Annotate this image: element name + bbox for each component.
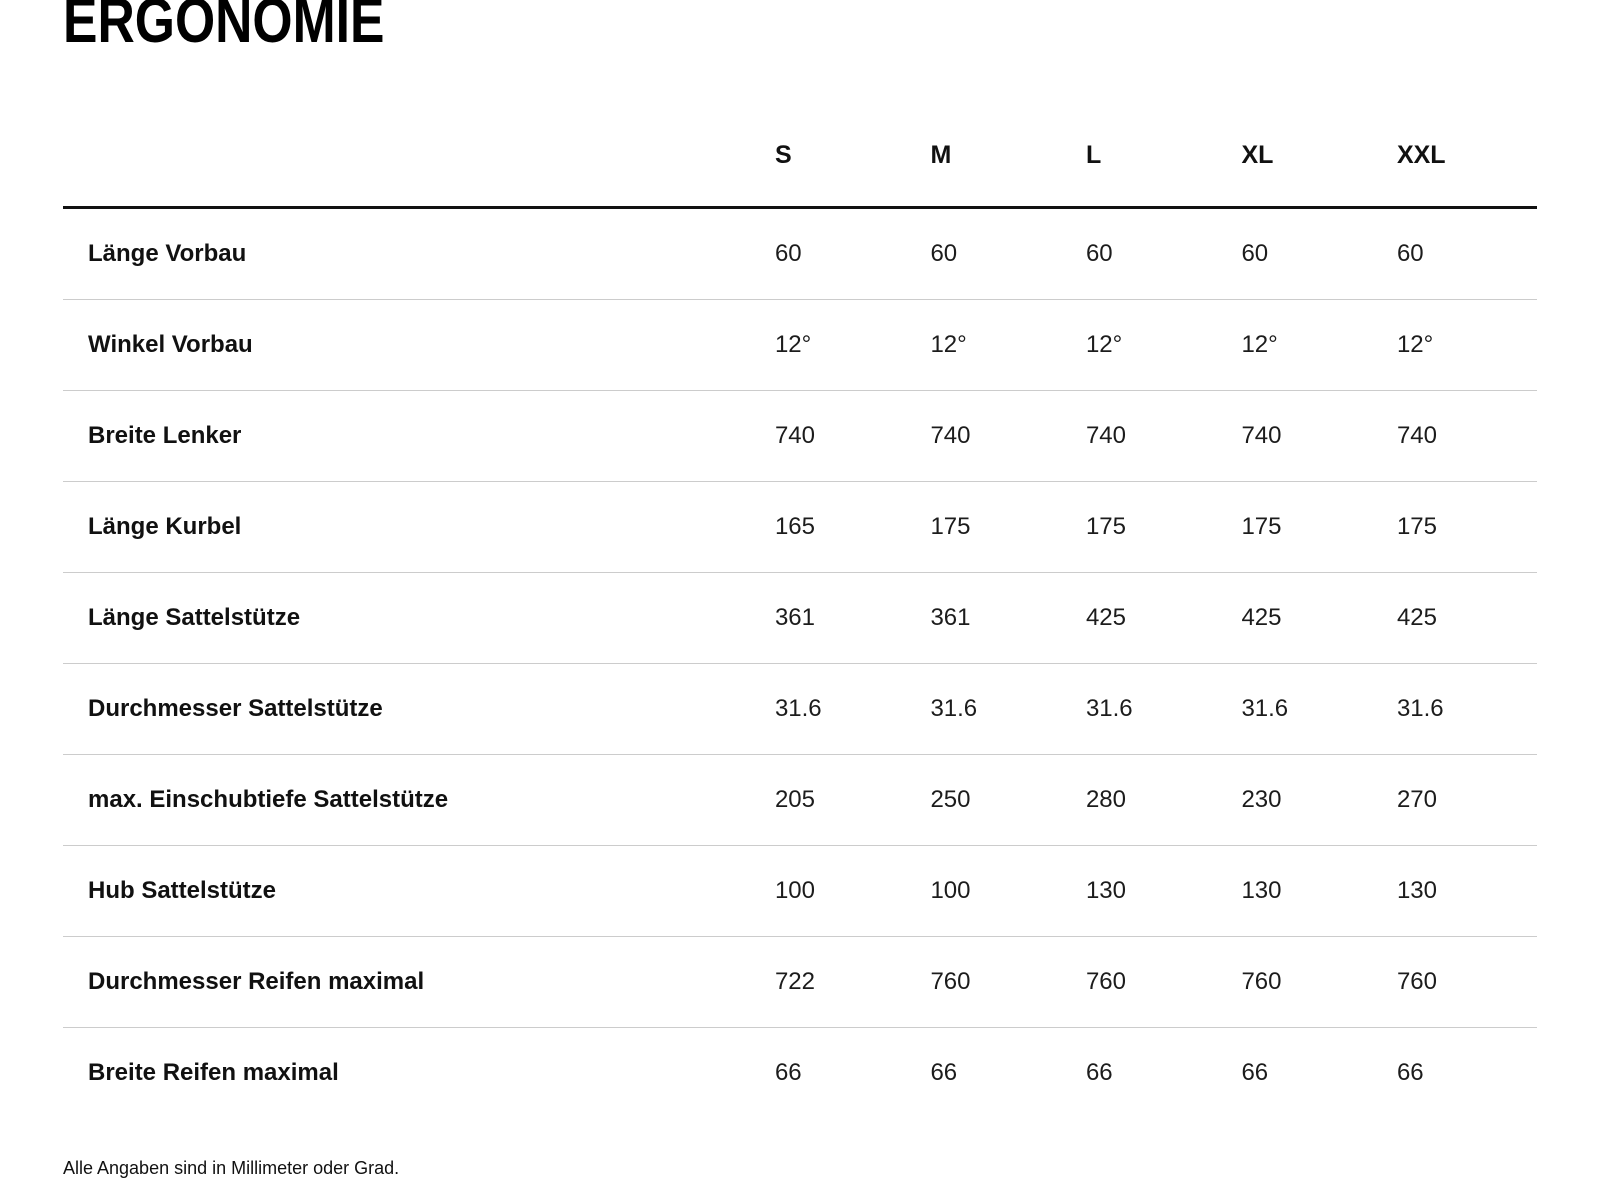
cell-value: 12°: [930, 299, 1086, 391]
cell-value: 760: [1396, 936, 1537, 1028]
table-row: Breite Reifen maximal 66 66 66 66 66: [63, 1028, 1537, 1119]
cell-value: 760: [930, 936, 1086, 1028]
cell-value: 12°: [1085, 299, 1242, 391]
cell-value: 66: [930, 1059, 958, 1086]
column-header-s: S: [774, 141, 931, 209]
cell-value: 60: [1396, 207, 1537, 300]
row-label: Länge Kurbel: [63, 481, 775, 573]
cell-value: 175: [1396, 481, 1537, 573]
column-header-l: L: [1085, 141, 1242, 209]
cell-value: 130: [1085, 845, 1242, 937]
cell-value: 31.6: [1396, 663, 1537, 755]
column-header-xl: XL: [1241, 141, 1397, 209]
row-label: Länge Vorbau: [63, 207, 775, 300]
table-row: Länge Kurbel 165 175 175 175 175: [63, 481, 1537, 573]
cell-value: 66: [1241, 1059, 1269, 1086]
cell-value: 12°: [774, 299, 931, 391]
cell-value: 66: [774, 1059, 802, 1086]
cell-value: 205: [774, 754, 931, 846]
table-row: Durchmesser Sattelstütze 31.6 31.6 31.6 31.6…: [63, 663, 1537, 755]
cell-value: 31.6: [930, 663, 1086, 755]
column-header-m: M: [930, 141, 1086, 209]
cell-value: 250: [930, 754, 1086, 846]
cell-value: 60: [930, 207, 1086, 300]
row-label: Länge Sattelstütze: [63, 572, 775, 664]
table-row: Winkel Vorbau 12° 12° 12° 12° 12°: [63, 299, 1537, 391]
cell-value: 165: [774, 481, 931, 573]
cell-value: 12°: [1241, 299, 1397, 391]
cell-value: 740: [1085, 390, 1242, 482]
cell-value: 130: [1396, 845, 1537, 937]
cell-value: 60: [1241, 207, 1397, 300]
row-label: Breite Lenker: [63, 390, 775, 482]
cell-value: 60: [1085, 207, 1242, 300]
cell-value: 230: [1241, 754, 1397, 846]
cell-value: 66: [1085, 1059, 1113, 1086]
cell-value: 60: [774, 207, 931, 300]
table-row: max. Einschubtiefe Sattelstütze 205 250 280…: [63, 754, 1537, 846]
cell-value: 31.6: [774, 663, 931, 755]
cell-value: 361: [774, 572, 931, 664]
page-title: ERGONOMIE: [63, 0, 385, 56]
row-label: Durchmesser Reifen maximal: [63, 936, 775, 1028]
column-header-row: S M L XL XXL: [63, 141, 1537, 209]
cell-value: 280: [1085, 754, 1242, 846]
cell-value: 361: [930, 572, 1086, 664]
cell-value: 100: [930, 845, 1086, 937]
column-header-xxl: XXL: [1396, 141, 1537, 209]
cell-value: 130: [1241, 845, 1397, 937]
row-label: Hub Sattelstütze: [63, 845, 775, 937]
cell-value: 760: [1085, 936, 1242, 1028]
row-label: Durchmesser Sattelstütze: [63, 663, 775, 755]
cell-value: 31.6: [1241, 663, 1397, 755]
row-label: max. Einschubtiefe Sattelstütze: [63, 754, 775, 846]
units-footnote: Alle Angaben sind in Millimeter oder Gra…: [63, 1158, 400, 1178]
table-row: Durchmesser Reifen maximal 722 760 760 760 76…: [63, 936, 1537, 1028]
cell-value: 175: [1241, 481, 1397, 573]
row-label-column-header: [63, 141, 775, 209]
cell-value: 31.6: [1085, 663, 1242, 755]
cell-value: 425: [1241, 572, 1397, 664]
cell-value: 425: [1085, 572, 1242, 664]
spec-table-header: S M L XL XXL: [63, 141, 1537, 209]
cell-value: 425: [1396, 572, 1537, 664]
cell-value: 100: [774, 845, 931, 937]
cell-value: 175: [930, 481, 1086, 573]
cell-value: 740: [1396, 390, 1537, 482]
table-row: Breite Lenker 740 740 740 740 740: [63, 390, 1537, 482]
table-row: Länge Sattelstütze 361 361 425 425 425: [63, 572, 1537, 664]
spec-table-body: Länge Vorbau 60 60 60 60 60 Winkel Vorbau 12° 12…: [63, 207, 1537, 1119]
cell-value: 740: [930, 390, 1086, 482]
cell-value: 66: [1396, 1059, 1424, 1086]
ergonomics-spec-table: S M L XL XXL Länge Vorbau 60 60 60 60 60 Winkel Vo…: [63, 141, 1537, 1118]
cell-value: 740: [1241, 390, 1397, 482]
cell-value: 270: [1396, 754, 1537, 846]
row-label: Breite Reifen maximal: [88, 1059, 339, 1086]
cell-value: 175: [1085, 481, 1242, 573]
cell-value: 760: [1241, 936, 1397, 1028]
cell-value: 722: [774, 936, 931, 1028]
cell-value: 12°: [1396, 299, 1537, 391]
cell-value: 740: [774, 390, 931, 482]
row-label: Winkel Vorbau: [63, 299, 775, 391]
table-row: Hub Sattelstütze 100 100 130 130 130: [63, 845, 1537, 937]
table-row: Länge Vorbau 60 60 60 60 60: [63, 207, 1537, 300]
